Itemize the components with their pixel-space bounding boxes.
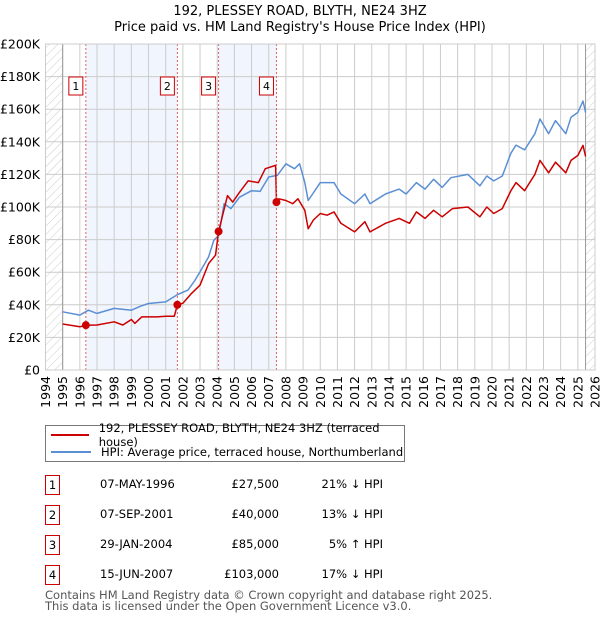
legend: 192, PLESSEY ROAD, BLYTH, NE24 3HZ (terr… xyxy=(45,421,405,462)
legend-label: 192, PLESSEY ROAD, BLYTH, NE24 3HZ (terr… xyxy=(98,421,380,449)
y-tick-label: £120K xyxy=(0,167,41,182)
x-tick-label: 2014 xyxy=(381,376,396,408)
hpi-line xyxy=(62,100,587,316)
y-tick-label: £0 xyxy=(24,363,40,378)
sale-hpi-diff: 5% ↑ HPI xyxy=(328,537,383,551)
y-tick-label: £180K xyxy=(0,69,41,84)
x-tick-label: 2008 xyxy=(278,376,293,408)
x-tick-label: 2012 xyxy=(347,376,362,408)
sale-point xyxy=(214,227,223,236)
legend-item-hpi: HPI: Average price, terraced house, Nort… xyxy=(46,444,403,460)
plot-border xyxy=(45,43,596,371)
x-tick-label: 1998 xyxy=(107,376,122,408)
y-tick-label: £60K xyxy=(8,265,41,280)
footer-copyright: Contains HM Land Registry data © Crown c… xyxy=(45,588,493,602)
table-row: 4 15-JUN-2007 £103,000 17% ↓ HPI xyxy=(45,565,445,585)
sale-hpi-diff: 21% ↓ HPI xyxy=(321,477,383,491)
x-tick-label: 2020 xyxy=(484,376,499,408)
x-tick-label: 2016 xyxy=(416,376,431,408)
x-tick-label: 2007 xyxy=(261,376,276,408)
x-tick-label: 2002 xyxy=(175,376,190,408)
legend-label: HPI: Average price, terraced house, Nort… xyxy=(101,445,404,459)
sale-number-box xyxy=(201,76,217,96)
sale-number: 3 xyxy=(45,535,60,555)
x-tick-label: 2010 xyxy=(313,376,328,408)
chart-title: 192, PLESSEY ROAD, BLYTH, NE24 3HZ xyxy=(173,4,427,19)
x-tick-label: 2018 xyxy=(450,376,465,408)
footer-licence: This data is licensed under the Open Gov… xyxy=(45,599,412,613)
sale-price: £103,000 xyxy=(224,567,279,581)
x-tick-label: 2001 xyxy=(158,376,173,408)
chart-subtitle: Price paid vs. HM Land Registry's House … xyxy=(114,20,486,35)
sale-point xyxy=(81,321,90,330)
sale-number-box xyxy=(258,76,274,96)
sale-hpi-diff: 13% ↓ HPI xyxy=(321,507,383,521)
sale-hpi-diff: 17% ↓ HPI xyxy=(321,567,383,581)
x-tick-label: 2017 xyxy=(433,376,448,408)
y-tick-label: £40K xyxy=(8,297,41,312)
x-tick-label: 1995 xyxy=(55,376,70,408)
sale-price: £85,000 xyxy=(231,537,279,551)
y-tick-label: £80K xyxy=(8,232,41,247)
x-tick-label: 2022 xyxy=(519,376,534,408)
sale-date: 15-JUN-2007 xyxy=(100,567,174,581)
y-tick-label: £160K xyxy=(0,102,41,117)
x-tick-label: 2021 xyxy=(502,376,517,408)
sale-date: 07-SEP-2001 xyxy=(100,507,174,521)
sale-number-label: 3 xyxy=(205,80,212,93)
x-tick-label: 2013 xyxy=(364,376,379,408)
table-row: 2 07-SEP-2001 £40,000 13% ↓ HPI xyxy=(45,505,445,525)
sale-number: 4 xyxy=(45,565,60,585)
x-tick-label: 2006 xyxy=(244,376,259,408)
x-tick-label: 2015 xyxy=(399,376,414,408)
sale-number: 1 xyxy=(45,475,60,495)
x-tick-label: 1999 xyxy=(124,376,139,408)
sale-number-label: 1 xyxy=(72,80,79,93)
sale-date: 29-JAN-2004 xyxy=(100,537,173,551)
sale-number: 2 xyxy=(45,505,60,525)
x-tick-label: 1994 xyxy=(38,376,53,408)
x-tick-label: 2026 xyxy=(588,376,600,408)
x-tick-label: 2004 xyxy=(210,376,225,408)
sale-number-label: 4 xyxy=(263,80,270,93)
y-tick-label: £140K xyxy=(0,134,41,149)
x-tick-label: 2025 xyxy=(570,376,585,408)
x-tick-label: 2000 xyxy=(141,376,156,408)
x-tick-label: 2005 xyxy=(227,376,242,408)
x-tick-label: 2003 xyxy=(193,376,208,408)
sale-number-box xyxy=(68,76,84,96)
sale-number-label: 2 xyxy=(164,80,171,93)
y-tick-label: £200K xyxy=(0,37,41,52)
x-tick-label: 1996 xyxy=(72,376,87,408)
sale-price: £40,000 xyxy=(231,507,279,521)
sale-date: 07-MAY-1996 xyxy=(100,477,175,491)
sale-price: £27,500 xyxy=(231,477,279,491)
sale-point xyxy=(272,198,281,207)
legend-swatch-red xyxy=(51,434,89,436)
x-tick-label: 2019 xyxy=(467,376,482,408)
x-tick-label: 2023 xyxy=(536,376,551,408)
sale-number-box xyxy=(159,76,175,96)
x-tick-label: 2009 xyxy=(296,376,311,408)
x-tick-label: 2011 xyxy=(330,376,345,408)
legend-item-property: 192, PLESSEY ROAD, BLYTH, NE24 3HZ (terr… xyxy=(46,421,404,449)
price-chart: £0 £20K £40K £60K £80K £100K £120K £140K £160K £1… xyxy=(0,37,600,408)
x-tick-label: 1997 xyxy=(90,376,105,408)
sale-point xyxy=(173,300,182,309)
y-tick-label: £100K xyxy=(0,200,41,215)
legend-swatch-blue xyxy=(51,451,91,453)
y-tick-label: £20K xyxy=(8,330,41,345)
x-tick-label: 2024 xyxy=(553,376,568,408)
table-row: 3 29-JAN-2004 £85,000 5% ↑ HPI xyxy=(45,535,445,555)
table-row: 1 07-MAY-1996 £27,500 21% ↓ HPI xyxy=(45,475,445,495)
property-price-line xyxy=(62,144,587,328)
